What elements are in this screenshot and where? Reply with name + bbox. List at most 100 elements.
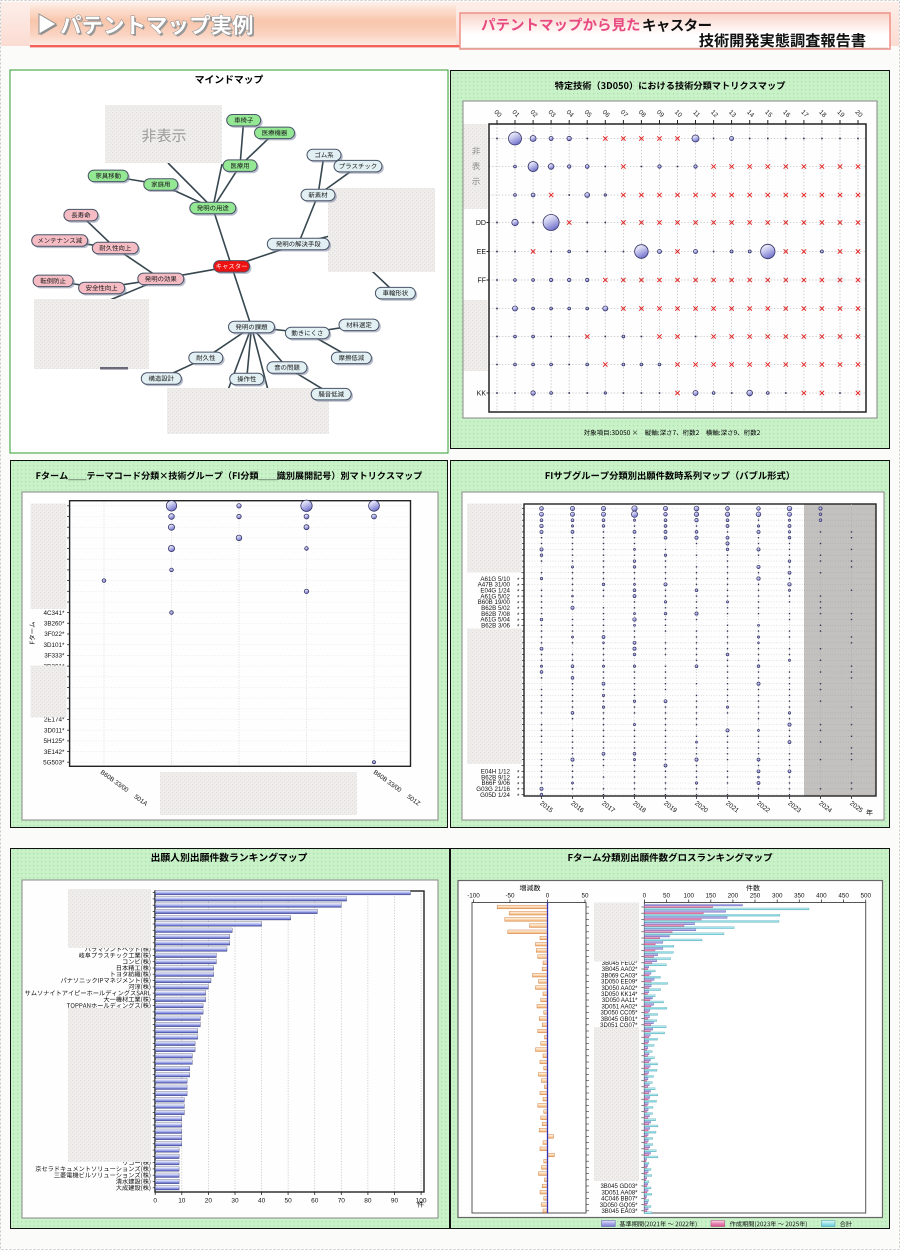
svg-text:3D050 AA11*: 3D050 AA11* (602, 998, 638, 1004)
svg-text:60: 60 (311, 1198, 319, 1205)
svg-text:E04H 1/12: E04H 1/12 (481, 769, 511, 776)
svg-text:30: 30 (231, 1198, 239, 1205)
svg-text:4C341*: 4C341* (43, 610, 65, 617)
svg-text:A47B 31/00: A47B 31/00 (478, 582, 511, 589)
svg-text:17: 17 (799, 109, 809, 119)
svg-text:*: * (517, 600, 520, 607)
svg-text:3D051 AA08*: 3D051 AA08* (601, 1190, 638, 1196)
svg-text:*: * (517, 583, 520, 590)
svg-text:04: 04 (565, 109, 575, 119)
svg-text:5G503*: 5G503* (43, 759, 65, 766)
svg-text:3B045 FE02*: 3B045 FE02* (602, 961, 638, 967)
svg-text:450: 450 (838, 893, 849, 900)
svg-text:150: 150 (706, 893, 717, 900)
svg-text:250: 250 (750, 893, 761, 900)
svg-text:400: 400 (816, 893, 827, 900)
svg-text:18: 18 (817, 109, 827, 119)
svg-text:*: * (517, 589, 520, 596)
svg-text:B60B 19/00: B60B 19/00 (478, 599, 511, 606)
svg-text:350: 350 (794, 893, 805, 900)
svg-text:3D050 AA02*: 3D050 AA02* (601, 986, 638, 992)
svg-text:40: 40 (258, 1198, 266, 1205)
svg-text:B62B 5/02: B62B 5/02 (481, 605, 510, 612)
svg-text:3F022*: 3F022* (44, 631, 65, 638)
svg-text:*: * (517, 793, 520, 800)
svg-text:200: 200 (728, 893, 739, 900)
svg-text:10: 10 (673, 109, 683, 119)
svg-text:05: 05 (583, 109, 593, 119)
svg-text:G03G 21/16: G03G 21/16 (476, 786, 510, 793)
svg-text:5H125*: 5H125* (43, 738, 65, 745)
svg-text:0: 0 (153, 1198, 157, 1205)
svg-text:3B045 EA03*: 3B045 EA03* (601, 1209, 638, 1215)
svg-text:08: 08 (637, 109, 647, 119)
svg-text:3B045 AA02*: 3B045 AA02* (602, 967, 638, 973)
svg-text:3B045 GD03*: 3B045 GD03* (600, 1184, 638, 1190)
svg-text:3B260*: 3B260* (44, 621, 65, 628)
svg-text:09: 09 (655, 109, 665, 119)
svg-text:*: * (517, 624, 520, 631)
svg-text:500: 500 (860, 893, 871, 900)
svg-text:00: 00 (492, 109, 502, 119)
svg-text:03: 03 (547, 109, 557, 119)
svg-text:E04G 1/24: E04G 1/24 (480, 588, 510, 595)
svg-text:20: 20 (853, 109, 863, 119)
svg-text:0: 0 (643, 893, 647, 900)
svg-text:50: 50 (284, 1198, 292, 1205)
svg-text:11: 11 (691, 109, 701, 119)
svg-text:50: 50 (581, 893, 589, 900)
svg-text:100: 100 (683, 893, 694, 900)
svg-text:-100: -100 (467, 893, 480, 900)
svg-text:70: 70 (338, 1198, 346, 1205)
svg-text:12: 12 (709, 109, 719, 119)
svg-text:*: * (517, 612, 520, 619)
svg-text:A61G 5/02: A61G 5/02 (480, 593, 510, 600)
svg-text:20: 20 (205, 1198, 213, 1205)
svg-text:*: * (517, 618, 520, 625)
svg-text:FF: FF (477, 277, 486, 284)
svg-text:100: 100 (416, 1198, 427, 1205)
svg-text:*: * (517, 577, 520, 584)
svg-text:300: 300 (772, 893, 783, 900)
svg-text:3B045 GB01*: 3B045 GB01* (601, 1017, 638, 1023)
svg-text:14: 14 (745, 109, 755, 119)
svg-text:*: * (517, 595, 520, 602)
svg-text:B66F 9/06: B66F 9/06 (481, 780, 510, 787)
svg-text:3D101*: 3D101* (43, 642, 65, 649)
svg-text:B62B 9/12: B62B 9/12 (481, 774, 510, 781)
svg-text:01: 01 (510, 109, 520, 119)
svg-text:3D050 KK14*: 3D050 KK14* (601, 992, 638, 998)
svg-text:19: 19 (835, 109, 845, 119)
svg-text:*: * (517, 776, 520, 783)
svg-text:06: 06 (601, 109, 611, 119)
svg-text:3D051 AA02*: 3D051 AA02* (601, 1004, 638, 1010)
svg-text:15: 15 (763, 109, 773, 119)
svg-text:3D050 CC05*: 3D050 CC05* (600, 1011, 638, 1017)
svg-text:3D011*: 3D011* (44, 727, 65, 734)
svg-text:07: 07 (619, 109, 629, 119)
svg-text:*: * (517, 606, 520, 613)
svg-text:A61G 5/04: A61G 5/04 (480, 617, 510, 624)
svg-text:DD: DD (476, 220, 486, 227)
svg-text:02: 02 (529, 109, 539, 119)
svg-text:3D050 GQ05*: 3D050 GQ05* (600, 1203, 638, 1209)
svg-text:KK: KK (477, 390, 487, 397)
svg-text:G05D 1/24: G05D 1/24 (480, 792, 510, 799)
svg-text:*: * (517, 787, 520, 794)
svg-text:3D050 EE09*: 3D050 EE09* (601, 980, 638, 986)
svg-text:-50: -50 (505, 893, 515, 900)
svg-text:3B069 CA03*: 3B069 CA03* (601, 973, 638, 979)
svg-text:A61G 5/10: A61G 5/10 (480, 576, 510, 583)
svg-text:80: 80 (364, 1198, 372, 1205)
svg-text:3F333*: 3F333* (44, 653, 65, 660)
svg-text:3E142*: 3E142* (44, 749, 65, 756)
svg-text:2E174*: 2E174* (44, 717, 65, 724)
svg-text:3D051 CG07*: 3D051 CG07* (600, 1023, 638, 1029)
svg-text:4C046 BB07*: 4C046 BB07* (601, 1197, 638, 1203)
svg-text:B62B 3/06: B62B 3/06 (481, 623, 510, 630)
svg-text:*: * (517, 781, 520, 788)
svg-text:90: 90 (391, 1198, 399, 1205)
svg-text:EE: EE (477, 249, 487, 256)
svg-text:0: 0 (546, 893, 550, 900)
svg-text:13: 13 (727, 109, 737, 119)
